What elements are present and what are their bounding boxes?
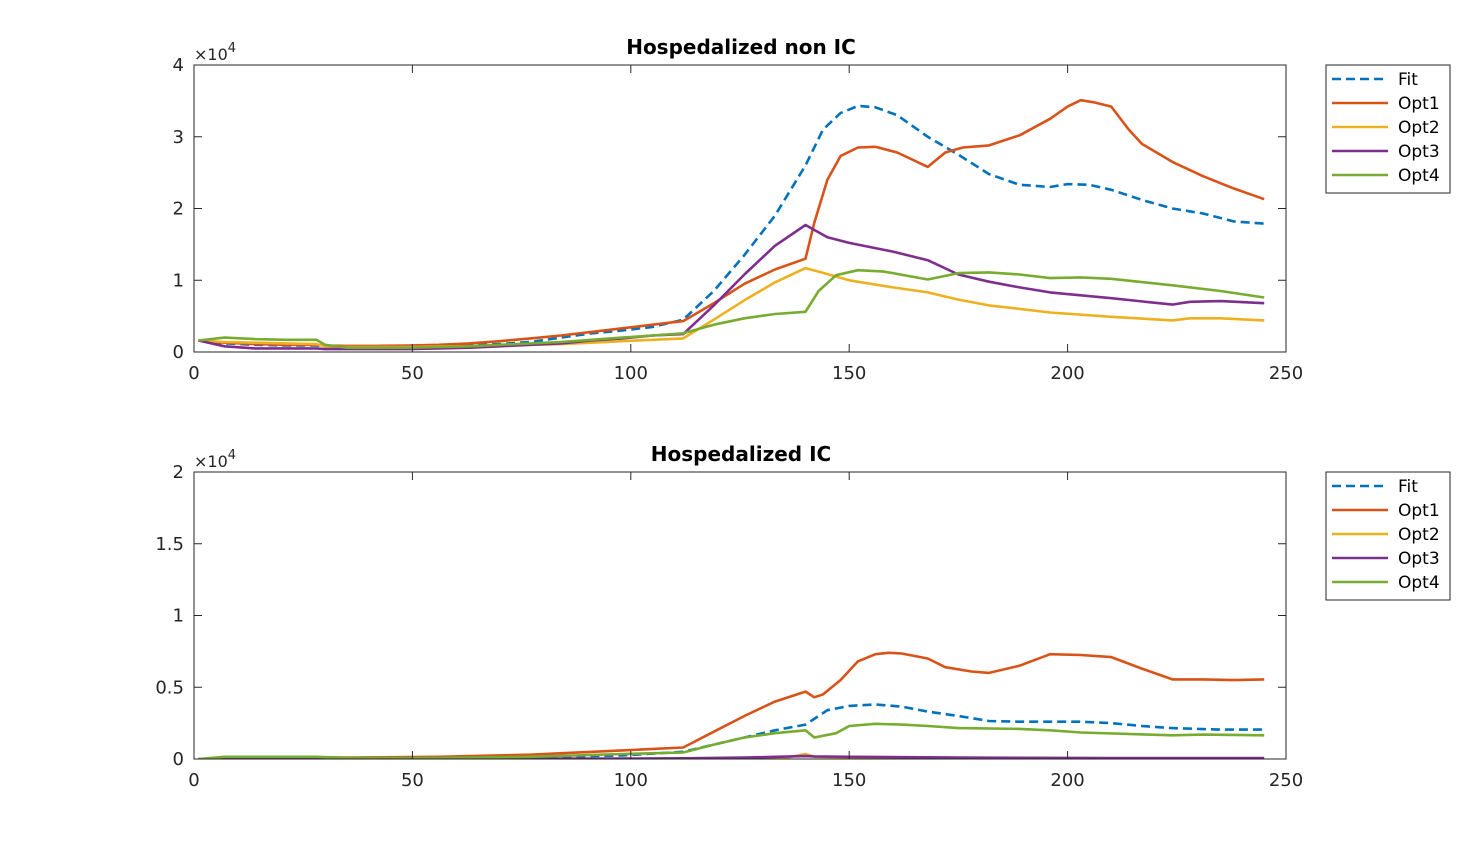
y-tick-label: 0 — [173, 342, 184, 363]
series-line-opt4 — [198, 722, 1265, 759]
y-tick-label: 1.5 — [155, 534, 184, 555]
x-tick-label: 0 — [188, 770, 199, 791]
x-tick-label: 250 — [1269, 363, 1303, 384]
chart-hospitalized-non-ic: Hospedalized non IC ×104 0 50 100 150 200 250… — [173, 35, 1451, 384]
series-line-opt1 — [198, 651, 1265, 759]
y-exponent-power: 4 — [228, 448, 236, 463]
x-tick-label: 150 — [832, 770, 866, 791]
y-tick-label: 2 — [173, 462, 184, 483]
legend: Fit Opt1 Opt2 Opt3 Opt4 — [1325, 471, 1451, 601]
x-tick-label: 150 — [832, 363, 866, 384]
legend-label: Opt2 — [1398, 525, 1440, 545]
legend-label: Opt1 — [1398, 501, 1440, 521]
legend: Fit Opt1 Opt2 Opt3 Opt4 — [1325, 64, 1451, 194]
x-tick-label: 100 — [614, 770, 648, 791]
chart-title: Hospedalized non IC — [626, 35, 856, 59]
y-tick-label: 2 — [173, 199, 184, 220]
legend-label: Fit — [1398, 477, 1418, 497]
chart-hospitalized-ic: Hospedalized IC ×104 0 50 100 150 200 250 0 0.5… — [155, 442, 1451, 791]
y-tick-label: 0.5 — [155, 677, 184, 698]
legend-label: Opt2 — [1398, 118, 1440, 138]
legend-box — [1325, 64, 1451, 194]
x-tick-label: 0 — [188, 363, 199, 384]
chart-title: Hospedalized IC — [651, 442, 831, 466]
legend-label: Fit — [1398, 70, 1418, 90]
x-tick-label: 250 — [1269, 770, 1303, 791]
y-tick-label: 4 — [173, 55, 184, 76]
y-tick-label: 0 — [173, 749, 184, 770]
legend-label: Opt3 — [1398, 142, 1440, 162]
plot-area — [194, 472, 1286, 759]
y-exponent-base: ×10 — [194, 452, 228, 471]
y-exponent-label: ×104 — [194, 41, 236, 64]
series-line-opt4 — [198, 268, 1265, 349]
x-tick-label: 100 — [614, 363, 648, 384]
y-tick-label: 1 — [173, 606, 184, 627]
legend-label: Opt3 — [1398, 549, 1440, 569]
series-line-fit — [198, 104, 1265, 349]
y-tick-label: 1 — [173, 270, 184, 291]
x-tick-label: 200 — [1050, 770, 1084, 791]
legend-box — [1325, 471, 1451, 601]
y-exponent-power: 4 — [228, 41, 236, 56]
legend-label: Opt4 — [1398, 166, 1440, 186]
legend-label: Opt1 — [1398, 94, 1440, 114]
legend-label: Opt4 — [1398, 573, 1440, 593]
series-lines — [198, 98, 1265, 351]
x-tick-label: 50 — [401, 363, 424, 384]
plot-area — [194, 65, 1286, 352]
y-tick-label: 3 — [173, 127, 184, 148]
y-exponent-label: ×104 — [194, 448, 236, 471]
x-tick-label: 200 — [1050, 363, 1084, 384]
x-tick-label: 50 — [401, 770, 424, 791]
y-exponent-base: ×10 — [194, 45, 228, 64]
